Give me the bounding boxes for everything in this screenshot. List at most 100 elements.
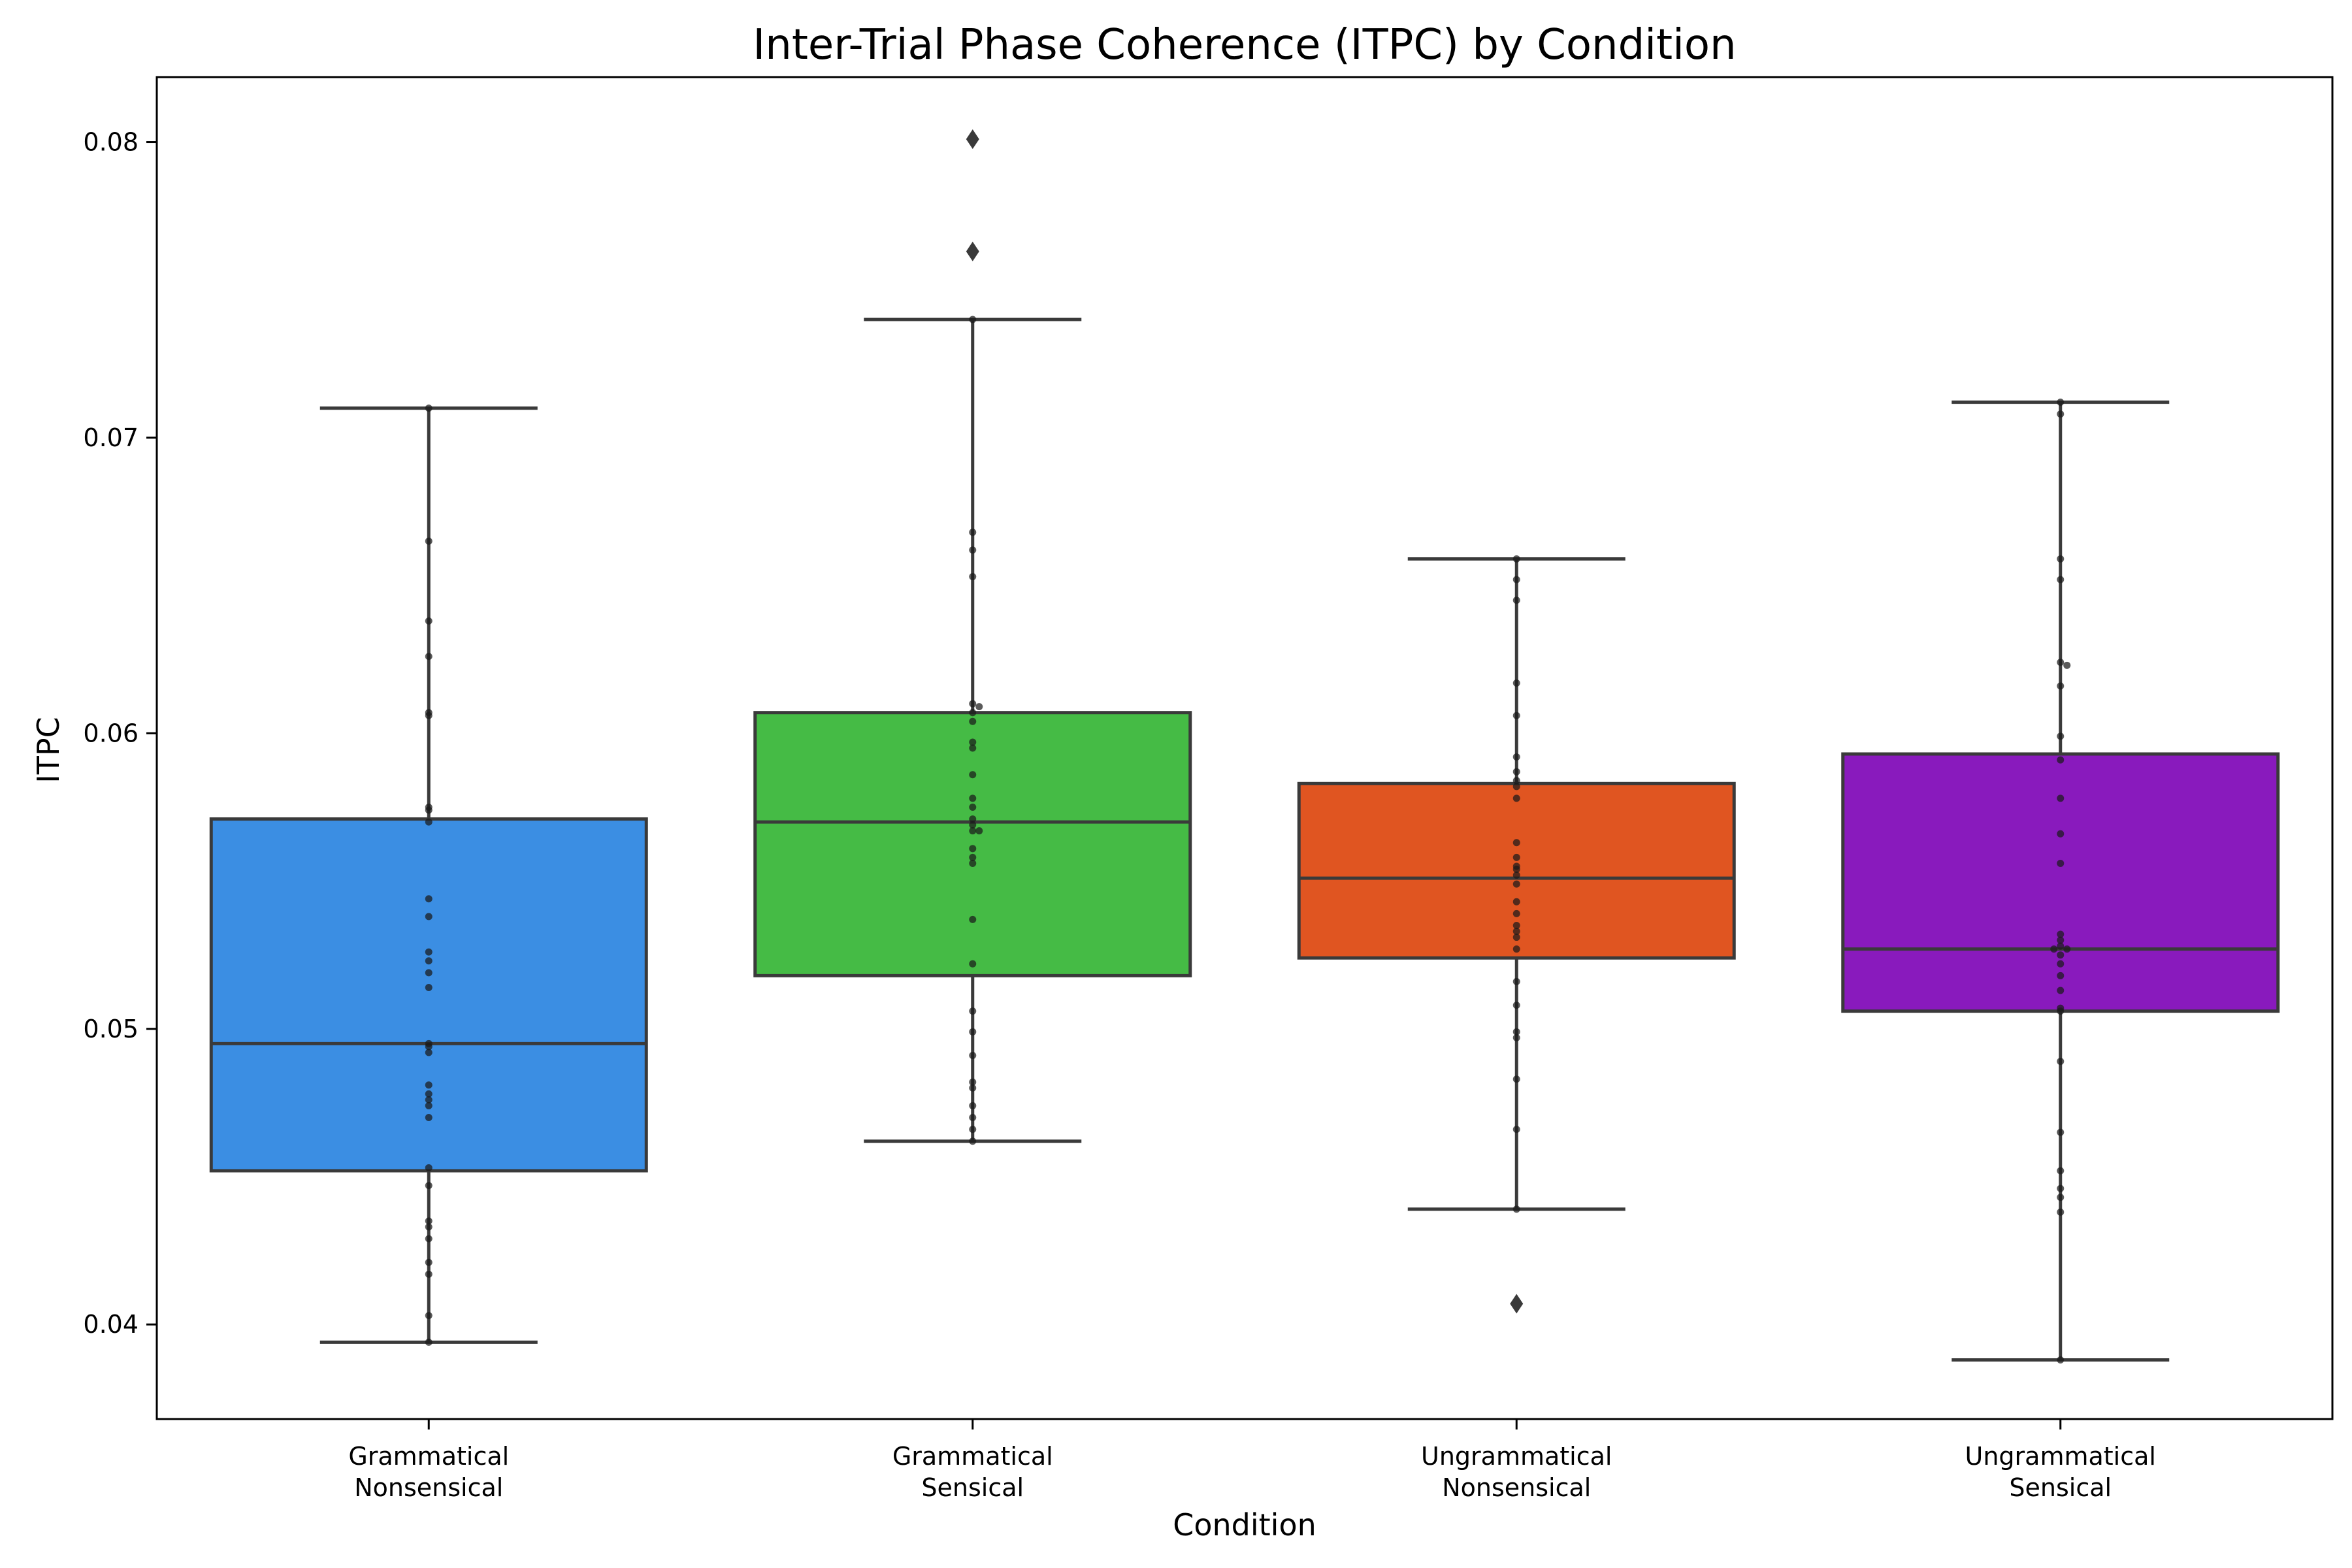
data-point [969, 859, 977, 867]
data-point [2057, 951, 2065, 959]
x-tick-label-line1: Ungrammatical [1421, 1442, 1612, 1471]
data-point [1512, 1002, 1520, 1009]
data-point [1512, 898, 1520, 906]
x-tick-label-line2: Nonsensical [1442, 1473, 1591, 1502]
data-point [1512, 777, 1520, 785]
data-point [2057, 410, 2065, 418]
data-point [1512, 555, 1520, 563]
y-tick-label: 0.06 [83, 719, 139, 747]
data-point [1512, 753, 1520, 761]
data-point [1512, 768, 1520, 776]
data-point [969, 803, 977, 811]
data-point [2057, 1128, 2065, 1136]
data-point [2050, 945, 2058, 953]
data-point [425, 1114, 433, 1122]
outlier-point [966, 241, 979, 261]
data-point [969, 738, 977, 746]
data-point [969, 771, 977, 779]
data-point [2057, 1167, 2065, 1175]
data-point [2063, 661, 2071, 669]
data-point [425, 1049, 433, 1056]
data-point [969, 717, 977, 725]
x-tick-label-line2: Sensical [2009, 1473, 2112, 1502]
data-point [425, 537, 433, 545]
data-point [1512, 839, 1520, 847]
outlier-point [966, 129, 979, 150]
data-point [1512, 576, 1520, 583]
data-point [2057, 659, 2065, 666]
iqr-box [753, 711, 1192, 977]
data-point [969, 794, 977, 802]
data-point [2057, 1007, 2065, 1015]
data-point [969, 573, 977, 581]
data-point [425, 818, 433, 826]
x-tick-label-line1: Grammatical [892, 1442, 1053, 1471]
data-point [425, 1090, 433, 1098]
data-point [2057, 859, 2065, 867]
data-point [425, 1043, 433, 1051]
x-axis-ticks: GrammaticalNonsensicalGrammaticalSensica… [348, 1419, 2156, 1502]
data-point [969, 1114, 977, 1122]
data-point [1512, 596, 1520, 604]
x-tick-label-line2: Nonsensical [354, 1473, 503, 1502]
data-point [969, 546, 977, 554]
data-point [969, 827, 977, 835]
outlier-point [1510, 1294, 1524, 1314]
plot-frame [155, 76, 2334, 1420]
data-point [2057, 555, 2065, 563]
y-tick-label: 0.07 [83, 423, 139, 452]
data-point [969, 1084, 977, 1092]
x-tick-label-line1: Grammatical [348, 1442, 509, 1471]
data-point [425, 711, 433, 719]
data-point [425, 1081, 433, 1089]
data-point [1512, 928, 1520, 936]
data-point [1512, 1126, 1520, 1134]
data-point [425, 653, 433, 661]
data-point [969, 316, 977, 323]
data-point [425, 1217, 433, 1225]
data-point [425, 1102, 433, 1109]
data-point [2057, 732, 2065, 740]
data-point [1512, 711, 1520, 719]
data-point [1512, 1205, 1520, 1213]
x-tick-label-line1: Ungrammatical [1965, 1442, 2156, 1471]
data-point [425, 957, 433, 965]
data-point [2057, 756, 2065, 764]
data-point [1512, 865, 1520, 873]
data-point [969, 915, 977, 923]
data-point [975, 703, 983, 711]
data-point [2057, 930, 2065, 938]
data-point [2057, 942, 2065, 950]
data-point [425, 983, 433, 991]
y-tick-label: 0.04 [83, 1310, 139, 1339]
data-point [425, 1338, 433, 1346]
data-point [969, 744, 977, 752]
data-point [975, 827, 983, 835]
x-axis-label: Condition [1173, 1507, 1316, 1543]
data-point [425, 948, 433, 956]
data-point [2063, 945, 2071, 953]
data-point [969, 1007, 977, 1015]
data-point [425, 969, 433, 977]
data-point [969, 960, 977, 968]
data-point [425, 617, 433, 625]
data-point [2057, 794, 2065, 802]
data-point [1512, 853, 1520, 861]
data-point [425, 1096, 433, 1103]
data-point [1512, 794, 1520, 802]
data-point [969, 821, 977, 829]
data-point [1512, 934, 1520, 941]
iqr-box [209, 817, 648, 1173]
x-tick-label-line2: Sensical [921, 1473, 1024, 1502]
box-group-4 [1841, 399, 2280, 1364]
data-point [1512, 679, 1520, 687]
data-point [2057, 576, 2065, 583]
data-point [1512, 872, 1520, 879]
data-point [1512, 880, 1520, 888]
data-point [969, 1102, 977, 1109]
data-point [425, 1182, 433, 1190]
data-point [969, 1126, 977, 1134]
data-point [969, 845, 977, 853]
data-point [425, 1258, 433, 1266]
